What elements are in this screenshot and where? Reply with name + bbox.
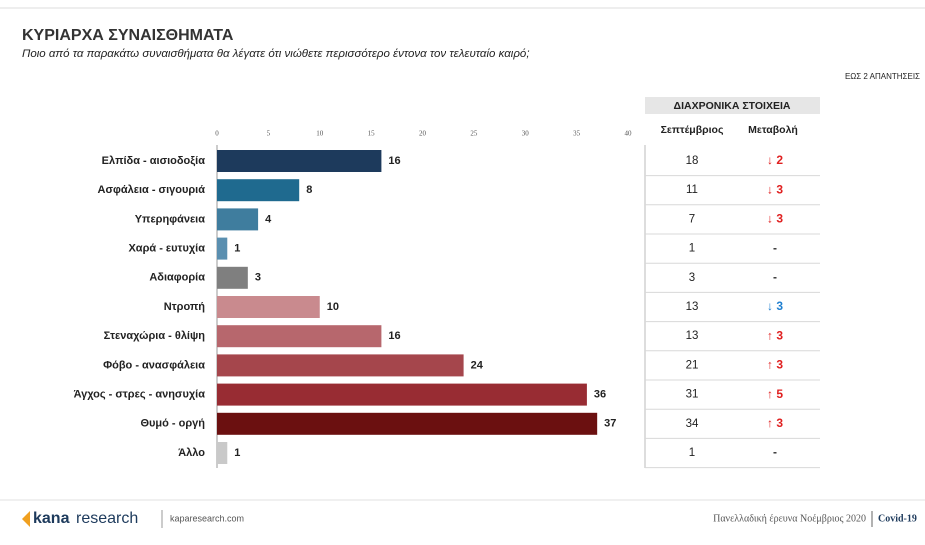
september-value: 1	[689, 447, 695, 459]
bar	[217, 442, 227, 464]
x-tick-label: 0	[215, 130, 219, 138]
x-tick-label: 20	[419, 130, 427, 138]
category-label: Αδιαφορία	[149, 272, 205, 284]
x-tick-label: 15	[368, 130, 376, 138]
value-label: 1	[234, 447, 240, 459]
category-label: Άγχος - στρες - ανησυχία	[74, 389, 206, 401]
x-tick-label: 10	[316, 130, 324, 138]
slide: ΚΥΡΙΑΡΧΑ ΣΥΝΑΙΣΘΗΜΑΤΑ Ποιο από τα παρακά…	[0, 0, 925, 540]
title: ΚΥΡΙΑΡΧΑ ΣΥΝΑΙΣΘΗΜΑΤΑ	[22, 27, 234, 44]
september-value: 13	[686, 330, 699, 342]
x-tick-label: 30	[522, 130, 530, 138]
brand-light: research	[76, 510, 138, 527]
value-label: 10	[327, 301, 339, 313]
table-title: ΔΙΑΧΡΟΝΙΚΑ ΣΤΟΙΧΕΙΑ	[674, 100, 791, 112]
change-value: -	[773, 241, 777, 255]
category-label: Ασφάλεια - σιγουριά	[98, 184, 206, 196]
x-tick-label: 40	[625, 130, 633, 138]
category-label: Υπερηφάνεια	[135, 213, 206, 225]
x-tick-label: 35	[573, 130, 581, 138]
september-value: 31	[686, 389, 699, 401]
category-label: Ντροπή	[164, 301, 205, 313]
bar	[217, 354, 464, 376]
bar	[217, 150, 381, 172]
category-label: Φόβο - ανασφάλεια	[103, 359, 205, 371]
change-value: ↑ 3	[767, 328, 783, 342]
change-value: -	[773, 270, 777, 284]
change-value: -	[773, 445, 777, 459]
brand-bold: kana	[33, 510, 70, 527]
bar	[217, 296, 320, 318]
value-label: 1	[234, 243, 240, 255]
change-value: ↑ 3	[767, 358, 783, 372]
x-tick-label: 25	[470, 130, 478, 138]
september-value: 11	[686, 184, 698, 196]
change-value: ↓ 3	[767, 212, 783, 226]
change-value: ↓ 2	[767, 153, 783, 167]
category-label: Στεναχώρια - θλίψη	[104, 330, 206, 342]
background	[0, 0, 925, 540]
change-value: ↑ 3	[767, 416, 783, 430]
value-label: 16	[388, 155, 400, 167]
bar	[217, 413, 597, 435]
september-value: 7	[689, 213, 695, 225]
bar	[217, 238, 227, 260]
category-label: Χαρά - ευτυχία	[128, 243, 205, 255]
category-label: Άλλο	[178, 447, 205, 459]
september-value: 18	[686, 155, 699, 167]
bar	[217, 267, 248, 289]
value-label: 36	[594, 389, 606, 401]
value-label: 16	[388, 330, 400, 342]
value-label: 8	[306, 184, 312, 196]
value-label: 3	[255, 272, 261, 284]
note: ΕΩΣ 2 ΑΠΑΝΤΗΣΕΙΣ	[845, 72, 920, 81]
change-value: ↓ 3	[767, 299, 783, 313]
value-label: 4	[265, 213, 272, 225]
column-header: Μεταβολή	[748, 124, 798, 136]
bar	[217, 208, 258, 230]
value-label: 37	[604, 418, 616, 430]
bar	[217, 384, 587, 406]
survey: Πανελλαδική έρευνα Νοέμβριος 2020	[713, 513, 866, 524]
category-label: Ελπίδα - αισιοδοξία	[102, 155, 206, 167]
topic: Covid-19	[878, 513, 917, 524]
column-header: Σεπτέμβριος	[661, 124, 724, 136]
bar	[217, 179, 299, 201]
september-value: 34	[686, 418, 699, 430]
september-value: 1	[689, 243, 695, 255]
september-value: 13	[686, 301, 699, 313]
site: kaparesearch.com	[170, 513, 244, 523]
bar	[217, 325, 381, 347]
change-value: ↓ 3	[767, 182, 783, 196]
x-tick-label: 5	[267, 130, 271, 138]
change-value: ↑ 5	[767, 387, 783, 401]
value-label: 24	[471, 359, 484, 371]
september-value: 21	[686, 359, 699, 371]
subtitle: Ποιο από τα παρακάτω συναισθήματα θα λέγ…	[22, 48, 530, 60]
category-label: Θυμό - οργή	[140, 418, 205, 430]
september-value: 3	[689, 272, 695, 284]
